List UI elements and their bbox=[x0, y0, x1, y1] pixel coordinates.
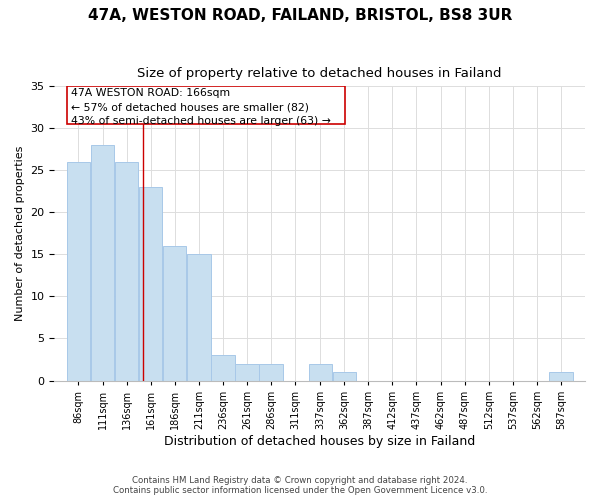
Bar bbox=[139, 187, 163, 380]
Bar bbox=[211, 356, 235, 380]
Text: 47A WESTON ROAD: 166sqm
← 57% of detached houses are smaller (82)
43% of semi-de: 47A WESTON ROAD: 166sqm ← 57% of detache… bbox=[71, 88, 331, 126]
Bar bbox=[235, 364, 259, 380]
Bar bbox=[332, 372, 356, 380]
Bar bbox=[91, 145, 114, 380]
Bar bbox=[308, 364, 332, 380]
Title: Size of property relative to detached houses in Failand: Size of property relative to detached ho… bbox=[137, 68, 502, 80]
Bar bbox=[259, 364, 283, 380]
Bar bbox=[549, 372, 572, 380]
Bar bbox=[67, 162, 90, 380]
Text: 47A, WESTON ROAD, FAILAND, BRISTOL, BS8 3UR: 47A, WESTON ROAD, FAILAND, BRISTOL, BS8 … bbox=[88, 8, 512, 22]
Bar bbox=[163, 246, 187, 380]
Y-axis label: Number of detached properties: Number of detached properties bbox=[15, 146, 25, 321]
Bar bbox=[67, 86, 345, 124]
X-axis label: Distribution of detached houses by size in Failand: Distribution of detached houses by size … bbox=[164, 434, 475, 448]
Bar bbox=[115, 162, 138, 380]
Bar bbox=[187, 254, 211, 380]
Text: Contains HM Land Registry data © Crown copyright and database right 2024.
Contai: Contains HM Land Registry data © Crown c… bbox=[113, 476, 487, 495]
